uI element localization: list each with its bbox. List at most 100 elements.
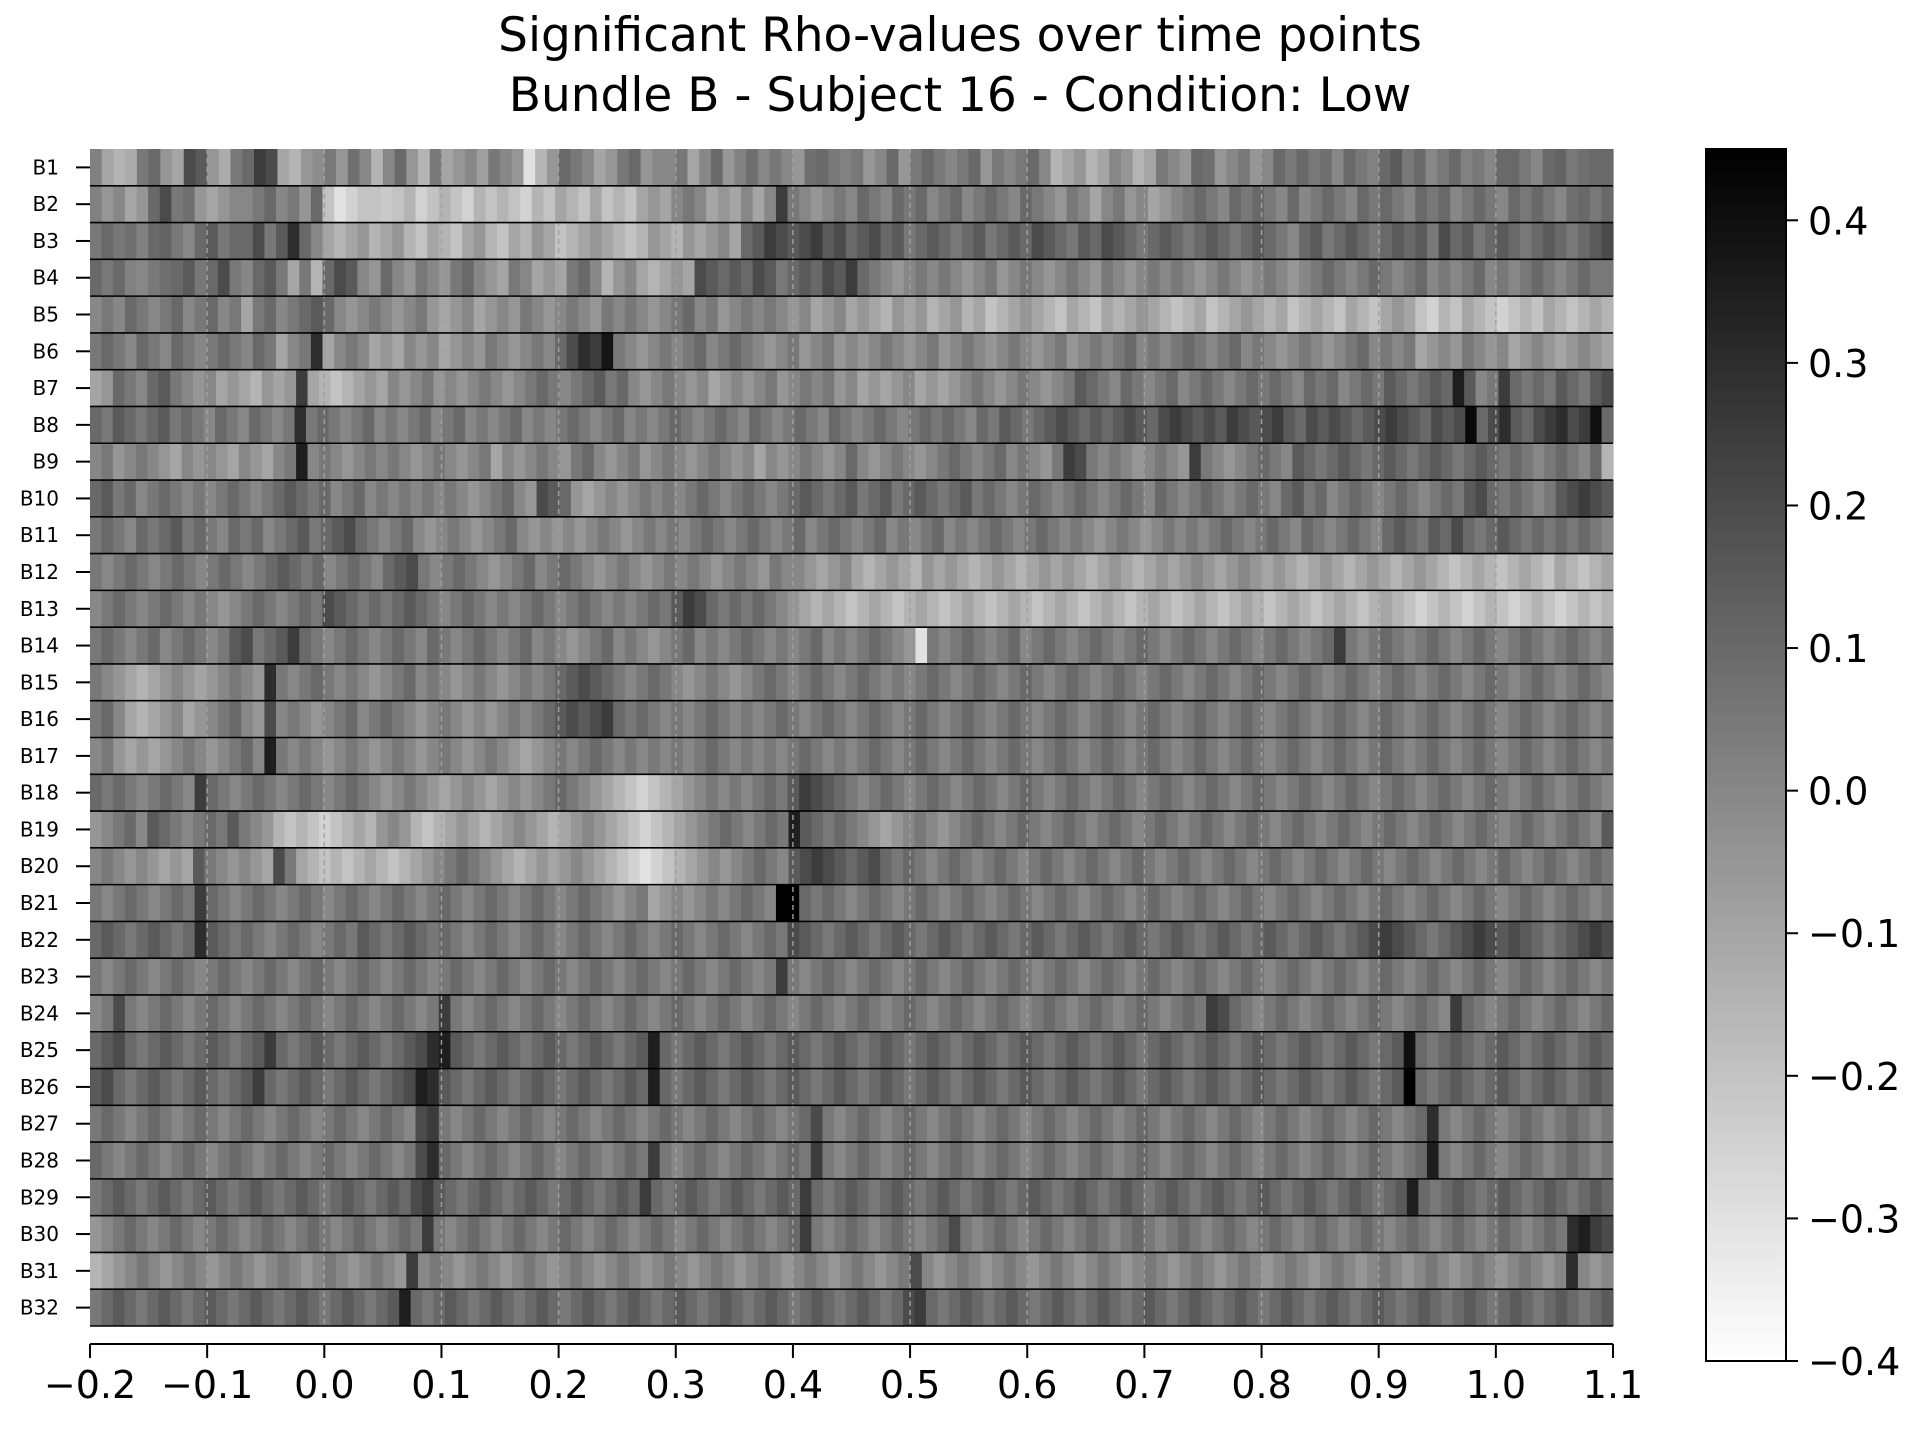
heatmap-cell <box>536 1289 549 1326</box>
heatmap-cell <box>880 590 893 628</box>
heatmap-cell <box>353 480 366 517</box>
heatmap-cell <box>401 516 414 554</box>
heatmap-cell <box>1043 663 1056 701</box>
heatmap-cell <box>1345 296 1358 333</box>
heatmap-cell <box>389 516 403 554</box>
heatmap-cell <box>160 553 173 591</box>
heatmap-cell <box>1485 1031 1498 1069</box>
heatmap-cell <box>1448 1252 1462 1290</box>
heatmap-cell <box>788 1215 801 1253</box>
heatmap-cell <box>217 1105 231 1143</box>
heatmap-cell <box>927 627 940 664</box>
heatmap-cell <box>706 590 719 628</box>
heatmap-cell <box>950 1105 963 1143</box>
heatmap-cell <box>555 627 568 664</box>
heatmap-cell <box>206 259 219 297</box>
heatmap-cell <box>961 884 975 922</box>
heatmap-cell <box>903 1215 916 1253</box>
heatmap-cell <box>336 149 349 186</box>
heatmap-cell <box>505 516 518 554</box>
heatmap-cell <box>1070 516 1083 554</box>
heatmap-cell <box>485 700 498 738</box>
heatmap-cell <box>1089 627 1103 664</box>
heatmap-cell <box>1113 590 1126 628</box>
heatmap-cell <box>467 811 480 848</box>
heatmap-cell <box>113 1068 126 1106</box>
heatmap-cell <box>1043 737 1056 775</box>
heatmap-cell <box>1194 332 1207 370</box>
heatmap-cell <box>810 222 824 260</box>
heatmap-cell <box>1326 443 1339 481</box>
heatmap-cell <box>1355 1252 1368 1290</box>
heatmap-cell <box>1040 443 1053 481</box>
heatmap-cell <box>1182 994 1196 1032</box>
heatmap-cell <box>1601 369 1614 407</box>
heatmap-cell <box>427 663 440 701</box>
heatmap-cell <box>1280 443 1293 481</box>
heatmap-cell <box>1136 590 1149 628</box>
heatmap-cell <box>159 627 172 664</box>
heatmap-cell <box>242 1252 255 1290</box>
heatmap-cell <box>717 1068 731 1106</box>
heatmap-cell <box>479 847 492 885</box>
heatmap-cell <box>1450 1031 1463 1069</box>
heatmap-cell <box>880 884 893 922</box>
heatmap-cell <box>496 1068 510 1106</box>
heatmap-cell <box>124 443 137 481</box>
heatmap-cell <box>589 1105 603 1143</box>
heatmap-cell <box>502 1215 515 1253</box>
heatmap-cell <box>353 847 366 885</box>
heatmap-cell <box>1001 516 1014 554</box>
heatmap-cell <box>1361 443 1374 481</box>
heatmap-cell <box>1519 332 1533 370</box>
heatmap-cell <box>983 847 996 885</box>
heatmap-cell <box>264 332 277 370</box>
heatmap-cell <box>1590 1289 1603 1326</box>
heatmap-cell <box>682 1031 696 1069</box>
heatmap-cell <box>206 1031 219 1069</box>
heatmap-cell <box>334 627 347 664</box>
heatmap-cell <box>729 1142 742 1179</box>
heatmap-cell <box>636 921 649 959</box>
heatmap-cell <box>438 921 452 959</box>
heatmap-cell <box>296 369 309 407</box>
heatmap-cell <box>1601 700 1614 738</box>
heatmap-cell <box>834 590 847 628</box>
heatmap-cell <box>124 369 137 407</box>
heatmap-cell <box>508 737 521 775</box>
heatmap-cell <box>1392 1142 1405 1179</box>
heatmap-cell <box>868 994 882 1032</box>
heatmap-cell <box>1544 406 1557 444</box>
heatmap-cell <box>664 149 677 186</box>
heatmap-cell <box>973 627 986 664</box>
heatmap-cell <box>392 884 405 922</box>
heatmap-cell <box>1392 332 1405 370</box>
heatmap-cell <box>1128 516 1141 554</box>
heatmap-cell <box>1333 700 1347 738</box>
heatmap-cell <box>322 185 335 223</box>
heatmap-cell <box>1555 480 1568 517</box>
heatmap-cell <box>241 700 254 738</box>
heatmap-cell <box>1043 921 1056 959</box>
heatmap-cell <box>659 627 672 664</box>
heatmap-cell <box>330 847 343 885</box>
heatmap-cell <box>508 1068 521 1106</box>
heatmap-cell <box>892 259 905 297</box>
heatmap-cell <box>775 222 789 260</box>
heatmap-cell <box>124 811 137 848</box>
heatmap-cell <box>636 627 649 664</box>
heatmap-cell <box>1020 259 1033 297</box>
heatmap-cell <box>1601 443 1614 481</box>
heatmap-cell <box>1589 516 1603 554</box>
heatmap-cell <box>1415 1068 1428 1106</box>
heatmap-cell <box>1252 185 1265 223</box>
heatmap-cell <box>1066 737 1079 775</box>
heatmap-cell <box>194 590 207 628</box>
heatmap-cell <box>1590 811 1603 848</box>
heatmap-cell <box>834 1105 847 1143</box>
heatmap-cell <box>706 774 719 812</box>
heatmap-cell <box>113 185 126 223</box>
heatmap-cell <box>125 553 138 591</box>
heatmap-cell <box>921 1252 935 1290</box>
heatmap-cell <box>706 994 719 1032</box>
